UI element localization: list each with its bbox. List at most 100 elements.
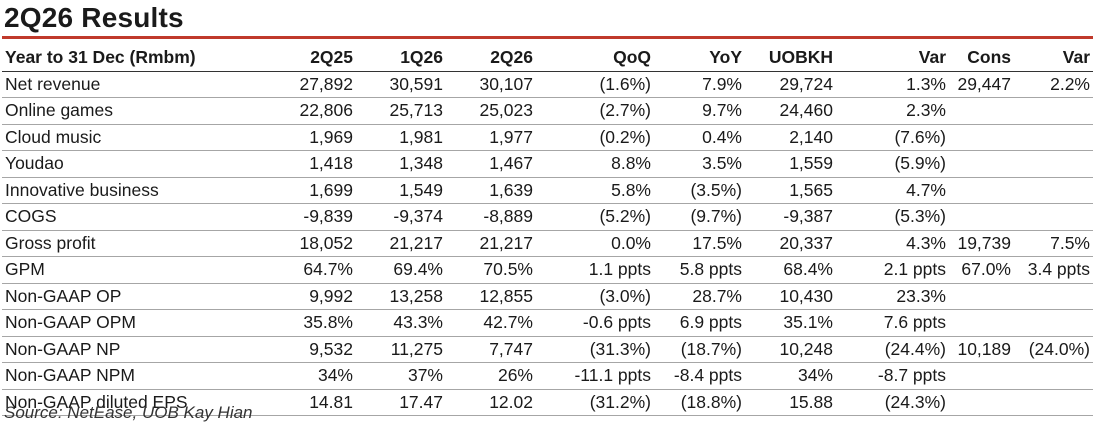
table-cell: 1.3% [906,73,946,94]
table-cell: 7.9% [702,73,742,94]
table-cell [949,177,1014,204]
table-cell: 26% [497,365,533,385]
table-cell: 4.7% [906,179,946,200]
table-cell: (2.7%) [599,100,651,120]
table-cell: 15.88 [789,391,833,412]
row-label: Innovative business [5,179,159,200]
table-cell: 17.5% [692,232,742,253]
table-cell [949,310,1014,337]
table-cell: 14.81 [309,391,353,412]
table-cell: 13,258 [389,285,443,306]
table-cell: 69.4% [393,259,443,279]
table-cell [1014,177,1093,204]
row-label: Gross profit [5,232,96,253]
table-cell: (5.9%) [894,153,946,173]
table-cell: 1,639 [489,179,533,200]
table-cell: 64.7% [303,259,353,279]
table-cell: 11,275 [390,338,443,359]
table-cell: 34% [317,365,353,385]
table-cell: 1,418 [309,153,353,173]
table-cell: 1,467 [489,153,533,173]
table-row: Innovative business 1,699 1,549 1,639 5.8% (3… [2,177,1093,204]
results-table: Year to 31 Dec (Rmbm) 2Q25 1Q26 2Q26 QoQ YoY U… [2,45,1093,416]
table-cell: 68.4% [783,259,833,279]
table-cell: 25,713 [389,100,443,120]
column-header: Var [1062,47,1090,67]
table-cell: 7.6 ppts [883,312,946,332]
table-row: COGS -9,839 -9,374 -8,889 (5.2%) (9.7%) -9,387… [2,204,1093,231]
row-label: Non-GAAP OPM [5,312,136,332]
title-divider [2,36,1093,39]
table-cell: 35.8% [303,312,353,332]
table-cell: (31.3%) [589,338,651,359]
table-cell: (31.2%) [589,391,651,412]
table-cell [949,389,1014,416]
table-cell: 8.8% [611,153,651,173]
table-cell: 70.5% [483,259,533,279]
table-cell: 18,052 [299,232,353,253]
table-cell [949,204,1014,231]
table-cell: 7,747 [489,338,533,359]
column-header: Year to 31 Dec (Rmbm) [5,47,196,67]
table-cell: 29,724 [779,73,833,94]
table-cell: 9,992 [309,285,353,306]
table-cell [1014,310,1093,337]
table-cell: 5.8% [611,179,651,200]
table-row: Cloud music 1,969 1,981 1,977 (0.2%) 0.4% 2,14… [2,124,1093,151]
table-cell: 25,023 [479,100,533,120]
table-cell: 43.3% [393,312,443,332]
table-cell: 29,447 [957,73,1011,94]
table-cell: 0.4% [702,126,742,147]
table-cell: (1.6%) [599,73,651,94]
table-cell: 10,248 [779,338,833,359]
table-cell: (24.4%) [884,338,946,359]
column-header: Var [918,47,946,67]
row-label: Non-GAAP NPM [5,365,135,385]
table-cell: (18.8%) [680,391,742,412]
table-cell: (9.7%) [690,206,742,226]
table-cell [1014,124,1093,151]
table-cell: 20,337 [779,232,833,253]
table-cell: 9.7% [702,100,742,120]
table-cell: 24,460 [779,100,833,120]
table-cell: 2.2% [1050,73,1090,94]
table-row: Net revenue 27,892 30,591 30,107 (1.6%) 7.9% 2… [2,71,1093,98]
table-cell: (0.2%) [599,126,651,147]
table-cell [1014,389,1093,416]
row-label: Online games [5,100,113,120]
column-header: Cons [967,47,1011,67]
table-cell: 1,699 [309,179,353,200]
table-cell: -8,889 [483,206,533,226]
table-cell: 1,559 [789,153,833,173]
row-label: Non-GAAP NP [5,338,121,359]
table-cell [949,151,1014,178]
row-label: Non-GAAP OP [5,285,122,306]
table-row: Youdao 1,418 1,348 1,467 8.8% 3.5% 1,559 (5.9%) [2,151,1093,178]
table-cell [949,363,1014,390]
table-cell: (24.0%) [1028,338,1090,359]
table-cell: 23.3% [896,285,946,306]
table-cell: 27,892 [299,73,353,94]
table-row: Online games 22,806 25,713 25,023 (2.7%) 9.7%… [2,98,1093,124]
table-cell: 30,591 [389,73,443,94]
table-row: Non-GAAP NP 9,532 11,275 7,747 (31.3%) (18.7%… [2,336,1093,363]
table-cell: 37% [407,365,443,385]
table-cell: (24.3%) [884,391,946,412]
row-label: Net revenue [5,73,101,94]
table-cell: 30,107 [479,73,533,94]
table-cell [949,283,1014,310]
table-cell: 0.0% [611,232,651,253]
table-cell: 10,430 [779,285,833,306]
table-cell: (18.7%) [680,338,742,359]
table-cell: (5.3%) [894,206,946,226]
table-cell: -8.4 ppts [673,365,742,385]
table-cell: 3.4 ppts [1027,259,1090,279]
table-cell: 21,217 [389,232,443,253]
table-cell: 7.5% [1050,232,1090,253]
table-cell: 1,977 [489,126,533,147]
column-header: 1Q26 [400,47,443,67]
table-cell: 34% [797,365,833,385]
table-cell: -0.6 ppts [582,312,651,332]
table-cell: 3.5% [702,153,742,173]
table-cell: -9,387 [783,206,833,226]
